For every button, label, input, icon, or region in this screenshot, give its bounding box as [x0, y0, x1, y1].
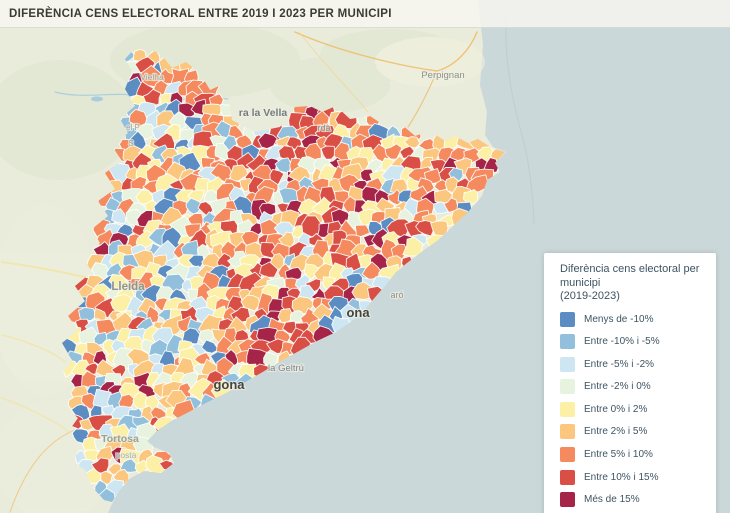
map-place-label: gona [213, 377, 245, 392]
municipality-cell[interactable] [78, 306, 97, 321]
legend-swatch [560, 424, 575, 440]
legend-item-label: Menys de -10% [584, 313, 654, 325]
page-title: DIFERÈNCIA CENS ELECTORAL ENTRE 2019 I 2… [9, 7, 392, 20]
legend-item: Entre -5% i -2% [560, 356, 706, 372]
municipality-cell[interactable] [403, 136, 421, 149]
legend-item: Entre 5% i 10% [560, 447, 706, 463]
legend-swatch [560, 379, 575, 395]
map-place-label: Tortosa [101, 433, 139, 445]
legend-panel: Diferència cens electoral per municipi (… [544, 253, 716, 513]
legend-item-label: Més de 15% [584, 494, 640, 506]
map-place-label: rdà [317, 123, 330, 133]
map-place-label: el P [126, 123, 140, 132]
maritime-boundary-line [505, 1, 535, 226]
municipality-cell[interactable] [462, 189, 479, 206]
legend-swatch [560, 469, 575, 485]
municipality-cell[interactable] [198, 328, 217, 345]
map-place-label: Perpignan [421, 70, 464, 81]
legend-item-label: Entre -5% i -2% [584, 358, 655, 370]
choropleth-layer [61, 46, 505, 502]
municipality-cell[interactable] [111, 208, 127, 225]
map-place-label: aró [390, 290, 403, 300]
municipality-cell[interactable] [201, 339, 220, 354]
legend-title: Diferència cens electoral per municipi (… [560, 263, 706, 304]
municipality-cell[interactable] [119, 458, 139, 473]
legend-swatch [560, 334, 575, 350]
legend-item-label: Entre -10% i -5% [584, 336, 660, 348]
legend-item: Entre -10% i -5% [560, 334, 706, 350]
legend-item-label: Entre 10% i 15% [584, 471, 659, 483]
legend-item: Entre 0% i 2% [560, 401, 706, 417]
municipality-cell[interactable] [108, 273, 131, 292]
municipality-cell[interactable] [351, 281, 374, 300]
municipality-cell[interactable] [229, 164, 249, 182]
legend-item: Entre 10% i 15% [560, 469, 706, 485]
municipality-cell[interactable] [132, 391, 149, 410]
legend-swatch [560, 356, 575, 372]
map-place-label: posta [116, 450, 137, 460]
header-bar: DIFERÈNCIA CENS ELECTORAL ENTRE 2019 I 2… [0, 0, 730, 28]
legend-item-label: Entre 5% i 10% [584, 449, 653, 461]
legend-item: Menys de -10% [560, 311, 706, 327]
map-place-label: S [128, 139, 133, 148]
municipality-cell[interactable] [263, 351, 279, 367]
municipality-cell[interactable] [93, 331, 108, 347]
legend-swatch [560, 492, 575, 508]
legend-swatch [560, 311, 575, 327]
municipality-cell[interactable] [384, 143, 403, 160]
map-place-label: ra la Vella [239, 107, 288, 119]
municipality-cell[interactable] [259, 202, 277, 216]
legend-items: Menys de -10% Entre -10% i -5% Entre -5% i… [560, 311, 706, 508]
legend-title-line1: Diferència cens electoral per municipi [560, 263, 700, 289]
legend-item: Entre 2% i 5% [560, 424, 706, 440]
municipality-cell[interactable] [354, 224, 372, 238]
legend-item: Entre -2% i 0% [560, 379, 706, 395]
map-place-label: Vielha [140, 72, 164, 82]
map-place-label: ona [346, 305, 370, 320]
legend-swatch [560, 447, 575, 463]
legend-swatch [560, 401, 575, 417]
legend-item-label: Entre 0% i 2% [584, 403, 648, 415]
legend-item-label: Entre -2% i 0% [584, 381, 651, 393]
legend-title-line2: (2019-2023) [560, 290, 620, 302]
map-place-label: Lleida [111, 281, 145, 293]
municipality-cell[interactable] [464, 174, 490, 193]
map-place-label: la Geltrú [268, 363, 304, 374]
legend-item: Més de 15% [560, 492, 706, 508]
place-labels: Perpignan Vielha ra la Vella rdà el P S Lleida… [100, 69, 466, 461]
legend-item-label: Entre 2% i 5% [584, 426, 648, 438]
